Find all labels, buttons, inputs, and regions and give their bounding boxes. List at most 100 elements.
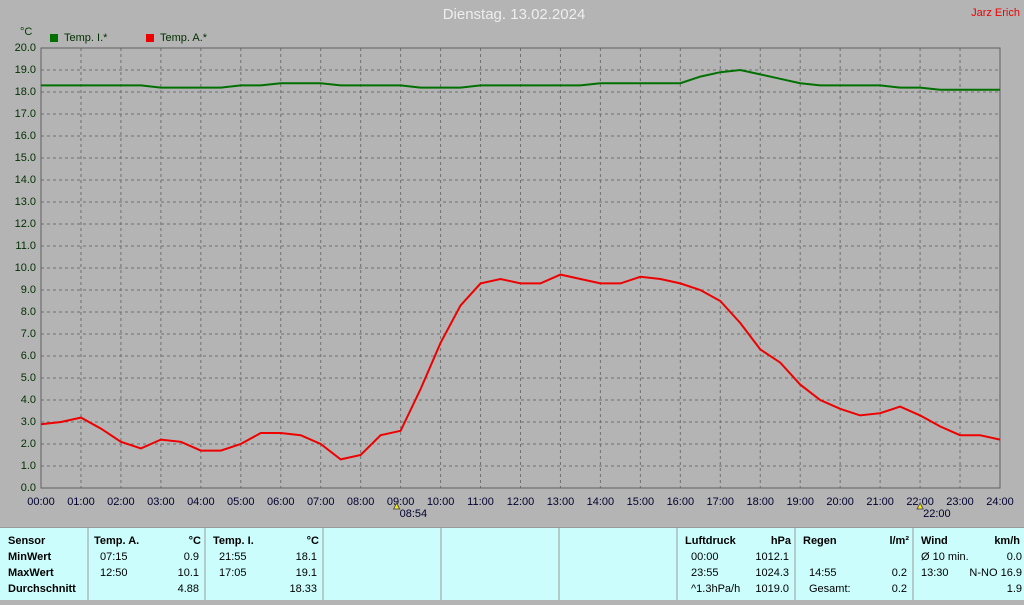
y-tick-label: 20.0 (15, 42, 36, 54)
y-tick-label: 14.0 (15, 174, 36, 186)
x-tick-label: 06:00 (267, 496, 295, 508)
y-tick-label: 3.0 (21, 416, 36, 428)
row-label: MaxWert (8, 567, 54, 579)
y-tick-label: 1.0 (21, 460, 36, 472)
legend-label: Temp. I.* (64, 32, 108, 44)
cell-time: 21:55 (219, 551, 247, 563)
x-tick-label: 05:00 (227, 496, 255, 508)
stats-bg (0, 527, 1024, 600)
y-tick-label: 15.0 (15, 152, 36, 164)
y-tick-label: 7.0 (21, 328, 36, 340)
x-tick-label: 20:00 (826, 496, 854, 508)
row-label: MinWert (8, 551, 52, 563)
x-tick-label: 02:00 (107, 496, 135, 508)
cell-value: 1.9 (1007, 583, 1022, 595)
sunset-marker (916, 501, 924, 510)
y-tick-label: 8.0 (21, 306, 36, 318)
cell-value: 0.2 (892, 567, 907, 579)
series-line (41, 68, 1000, 91)
table-unit: °C (307, 535, 319, 547)
y-tick-label: 9.0 (21, 284, 36, 296)
cell-value: 19.1 (296, 567, 317, 579)
table-unit: km/h (994, 535, 1020, 547)
x-tick-label: 00:00 (27, 496, 55, 508)
y-tick-label: 6.0 (21, 350, 36, 362)
x-tick-label: 08:00 (347, 496, 375, 508)
x-tick-label: 23:00 (946, 496, 974, 508)
x-tick-label: 09:00 (387, 496, 415, 508)
cell-value: 1012.1 (755, 551, 789, 563)
x-tick-label: 04:00 (187, 496, 215, 508)
table-header: Wind (921, 535, 948, 547)
x-tick-label: 19:00 (786, 496, 814, 508)
cell-value: N-NO 16.9 (969, 567, 1022, 579)
legend-swatch (50, 34, 58, 42)
chart-title: Dienstag. 13.02.2024 (443, 6, 586, 23)
chart-bg (0, 0, 1024, 526)
cell-value: 18.1 (296, 551, 317, 563)
cell-value: 1019.0 (755, 583, 789, 595)
y-tick-label: 5.0 (21, 372, 36, 384)
table-header: Temp. I. (213, 535, 254, 547)
series-line (40, 273, 1001, 461)
sunrise-marker (392, 501, 401, 510)
table-header: Luftdruck (685, 535, 737, 547)
cell-value: 0.9 (184, 551, 199, 563)
x-tick-label: 01:00 (67, 496, 95, 508)
y-unit: °C (20, 26, 32, 38)
cell-value: 0.0 (1007, 551, 1022, 563)
y-tick-label: 2.0 (21, 438, 36, 450)
x-tick-label: 21:00 (866, 496, 894, 508)
y-tick-label: 17.0 (15, 108, 36, 120)
cell-time: 13:30 (921, 567, 949, 579)
x-tick-label: 16:00 (667, 496, 695, 508)
x-tick-label: 11:00 (467, 496, 494, 508)
cell-value: 18.33 (289, 583, 317, 595)
cell-value: 0.2 (892, 583, 907, 595)
x-tick-label: 15:00 (627, 496, 655, 508)
plot-frame (40, 47, 1001, 489)
cell-value: 1024.3 (755, 567, 789, 579)
cell-time: 23:55 (691, 567, 719, 579)
x-tick-label: 13:00 (547, 496, 575, 508)
x-tick-label: 07:00 (307, 496, 335, 508)
y-tick-label: 12.0 (15, 218, 36, 230)
cell-time: ^1.3hPa/h (691, 583, 740, 595)
y-tick-label: 4.0 (21, 394, 36, 406)
table-unit: hPa (771, 535, 792, 547)
x-tick-label: 24:00 (986, 496, 1014, 508)
table-header: Temp. A. (94, 535, 139, 547)
x-tick-label: 17:00 (707, 496, 735, 508)
y-tick-label: 11.0 (15, 240, 36, 252)
table-unit: °C (189, 535, 201, 547)
cell-time: 12:50 (100, 567, 128, 579)
sunrise-label: 08:54 (400, 508, 428, 520)
cell-time: 07:15 (100, 551, 128, 563)
cell-time: 00:00 (691, 551, 719, 563)
y-tick-label: 19.0 (15, 64, 36, 76)
x-tick-label: 12:00 (507, 496, 535, 508)
legend-label: Temp. A.* (160, 32, 208, 44)
x-tick-label: 18:00 (746, 496, 774, 508)
table-header: Sensor (8, 535, 46, 547)
x-tick-label: 14:00 (587, 496, 615, 508)
y-tick-label: 18.0 (15, 86, 36, 98)
table-header: Regen (803, 535, 837, 547)
cell-time: Gesamt: (809, 583, 851, 595)
y-tick-label: 13.0 (15, 196, 36, 208)
cell-time: 17:05 (219, 567, 247, 579)
cell-time: Ø 10 min. (921, 551, 969, 563)
y-tick-label: 16.0 (15, 130, 36, 142)
author: Jarz Erich (971, 7, 1020, 19)
x-tick-label: 10:00 (427, 496, 455, 508)
cell-value: 10.1 (178, 567, 199, 579)
sunset-label: 22:00 (923, 508, 951, 520)
cell-value: 4.88 (178, 583, 199, 595)
x-tick-label: 03:00 (147, 496, 175, 508)
cell-time: 14:55 (809, 567, 837, 579)
y-tick-label: 10.0 (15, 262, 36, 274)
row-label: Durchschnitt (8, 583, 76, 595)
table-unit: l/m² (889, 535, 909, 547)
